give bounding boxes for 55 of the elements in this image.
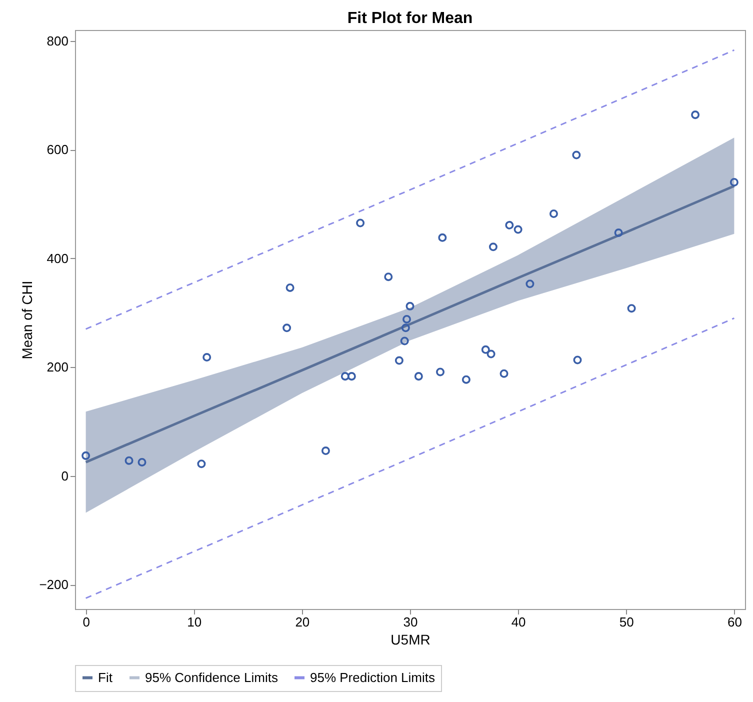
point (394, 356, 404, 365)
x-tick-label: 20 (295, 614, 310, 630)
point (488, 242, 498, 252)
y-tick-label: 600 (46, 142, 68, 158)
chart-title: Fit Plot for Mean (347, 10, 473, 27)
y-tick-label: 0 (61, 468, 68, 484)
point (286, 283, 294, 292)
point (614, 228, 623, 238)
y-tick-label: 800 (46, 33, 68, 48)
point (401, 324, 410, 332)
point (730, 178, 738, 186)
point (572, 150, 581, 160)
point (282, 324, 292, 332)
line-series (84, 184, 736, 464)
point (500, 369, 508, 378)
x-tick-label: 10 (187, 614, 202, 630)
legend-label: 95% Prediction Limits (310, 670, 436, 685)
point (406, 302, 414, 310)
y-axis-title: Mean of CHI (19, 280, 36, 360)
x-tick-label: 50 (619, 614, 634, 630)
point (384, 272, 393, 282)
point (438, 233, 447, 242)
legend-label: Fit (98, 670, 113, 685)
point (356, 218, 365, 228)
point (340, 372, 350, 381)
x-tick-label: 30 (403, 614, 418, 630)
point (691, 110, 700, 120)
x-tick-label: 0 (82, 614, 90, 630)
text: 95% Confidence Limits (145, 670, 278, 685)
point (347, 372, 356, 381)
point (505, 220, 514, 230)
point (573, 356, 582, 364)
point (462, 375, 470, 384)
x-axis-title: U5MR (390, 632, 430, 648)
point (526, 280, 534, 288)
point (402, 314, 412, 324)
point (138, 458, 146, 466)
point (514, 225, 522, 234)
point (486, 350, 496, 358)
point (481, 345, 490, 354)
point (549, 210, 558, 218)
point (627, 304, 636, 313)
point (436, 368, 445, 376)
point (321, 446, 330, 456)
y-tick-label: 400 (46, 250, 68, 266)
point (124, 456, 134, 465)
y-tick-label: −200 (39, 577, 68, 592)
x-tick-label: 60 (727, 614, 742, 630)
point (197, 460, 206, 468)
point (202, 353, 212, 362)
point (82, 451, 90, 460)
point (414, 372, 423, 381)
x-tick-label: 40 (511, 614, 526, 630)
y-tick-label: 200 (46, 360, 68, 375)
point (400, 336, 409, 346)
